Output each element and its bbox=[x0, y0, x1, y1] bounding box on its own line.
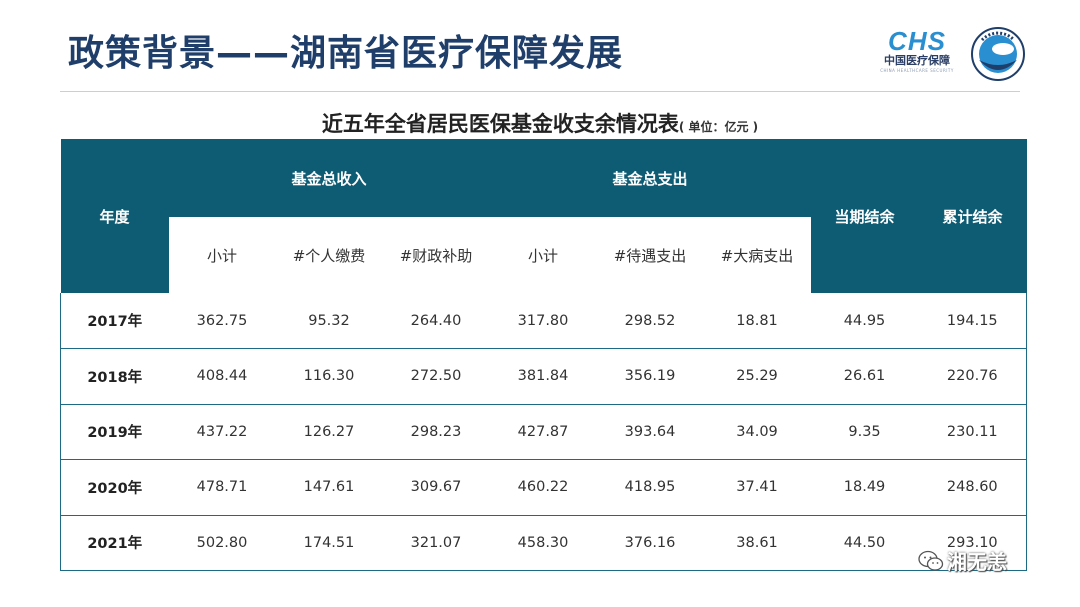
header-expense-critical: #大病支出 bbox=[703, 217, 811, 293]
hunan-healthcare-seal-icon bbox=[971, 27, 1025, 81]
cell-value: 309.67 bbox=[382, 459, 490, 516]
cell-value: 147.61 bbox=[275, 459, 383, 516]
cell-year: 2020年 bbox=[60, 459, 169, 516]
cell-year: 2017年 bbox=[60, 293, 169, 349]
cell-value: 298.23 bbox=[382, 404, 490, 460]
header-year: 年度 bbox=[60, 139, 169, 293]
cell-value: 38.61 bbox=[703, 515, 811, 571]
chs-logo-mark: CHS bbox=[888, 26, 946, 56]
cell-value: 248.60 bbox=[918, 459, 1028, 516]
cell-value: 126.27 bbox=[275, 404, 383, 460]
cell-value: 34.09 bbox=[703, 404, 811, 460]
chs-logo: CHS 中国医疗保障 CHINA HEALTHCARE SECURITY bbox=[874, 28, 960, 80]
table-row: 2018年 408.44 116.30 272.50 381.84 356.19… bbox=[60, 348, 1028, 405]
cell-value: 44.95 bbox=[810, 293, 919, 349]
cell-value: 362.75 bbox=[168, 293, 276, 349]
table-row: 2017年 362.75 95.32 264.40 317.80 298.52 … bbox=[60, 293, 1028, 349]
cell-value: 44.50 bbox=[810, 515, 919, 571]
cell-value: 418.95 bbox=[596, 459, 704, 516]
cell-value: 220.76 bbox=[918, 348, 1028, 405]
header-income-personal: #个人缴费 bbox=[275, 217, 383, 293]
table-unit: ( 单位：亿元 ) bbox=[678, 120, 759, 134]
table-title: 近五年全省居民医保基金收支余情况表 bbox=[321, 112, 679, 136]
watermark: 湘无恙 bbox=[918, 546, 1007, 575]
cell-value: 478.71 bbox=[168, 459, 276, 516]
cell-value: 427.87 bbox=[489, 404, 597, 460]
table-row: 2021年 502.80 174.51 321.07 458.30 376.16… bbox=[60, 515, 1028, 571]
header-cumulative-balance: 累计结余 bbox=[918, 139, 1027, 293]
cell-value: 321.07 bbox=[382, 515, 490, 571]
header-expense-group: 基金总支出 bbox=[489, 139, 811, 217]
title-divider bbox=[60, 91, 1020, 92]
cell-value: 376.16 bbox=[596, 515, 704, 571]
cell-value: 230.11 bbox=[918, 404, 1028, 460]
header-income-subtotal: 小计 bbox=[168, 217, 276, 293]
cell-value: 9.35 bbox=[810, 404, 919, 460]
page-title: 政策背景——湖南省医疗保障发展 bbox=[68, 33, 624, 74]
cell-year: 2021年 bbox=[60, 515, 169, 571]
wechat-icon bbox=[918, 550, 944, 571]
cell-value: 26.61 bbox=[810, 348, 919, 405]
cell-value: 37.41 bbox=[703, 459, 811, 516]
header-expense-benefit: #待遇支出 bbox=[596, 217, 704, 293]
cell-value: 298.52 bbox=[596, 293, 704, 349]
cell-value: 272.50 bbox=[382, 348, 490, 405]
cell-value: 381.84 bbox=[489, 348, 597, 405]
cell-year: 2019年 bbox=[60, 404, 169, 460]
header-income-group: 基金总收入 bbox=[168, 139, 490, 217]
cell-value: 502.80 bbox=[168, 515, 276, 571]
table-title-block: 近五年全省居民医保基金收支余情况表( 单位：亿元 ) bbox=[0, 108, 1080, 138]
watermark-text: 湘无恙 bbox=[947, 550, 1007, 574]
cell-value: 264.40 bbox=[382, 293, 490, 349]
chs-logo-chinese: 中国医疗保障 bbox=[884, 54, 950, 67]
cell-value: 116.30 bbox=[275, 348, 383, 405]
table-row: 2020年 478.71 147.61 309.67 460.22 418.95… bbox=[60, 459, 1028, 516]
header-period-balance: 当期结余 bbox=[810, 139, 919, 293]
header-income-subsidy: #财政补助 bbox=[382, 217, 490, 293]
cell-value: 95.32 bbox=[275, 293, 383, 349]
cell-value: 18.49 bbox=[810, 459, 919, 516]
cell-value: 25.29 bbox=[703, 348, 811, 405]
cell-value: 18.81 bbox=[703, 293, 811, 349]
cell-value: 458.30 bbox=[489, 515, 597, 571]
cell-value: 174.51 bbox=[275, 515, 383, 571]
cell-value: 393.64 bbox=[596, 404, 704, 460]
cell-value: 194.15 bbox=[918, 293, 1028, 349]
cell-value: 356.19 bbox=[596, 348, 704, 405]
header-expense-subtotal: 小计 bbox=[489, 217, 597, 293]
cell-value: 408.44 bbox=[168, 348, 276, 405]
cell-value: 437.22 bbox=[168, 404, 276, 460]
chs-logo-english: CHINA HEALTHCARE SECURITY bbox=[880, 68, 954, 73]
table-row: 2019年 437.22 126.27 298.23 427.87 393.64… bbox=[60, 404, 1028, 460]
cell-value: 460.22 bbox=[489, 459, 597, 516]
fund-balance-table: 年度 基金总收入 基金总支出 当期结余 累计结余 小计 #个人缴费 #财政补助 … bbox=[60, 139, 1028, 571]
cell-value: 317.80 bbox=[489, 293, 597, 349]
cell-year: 2018年 bbox=[60, 348, 169, 405]
